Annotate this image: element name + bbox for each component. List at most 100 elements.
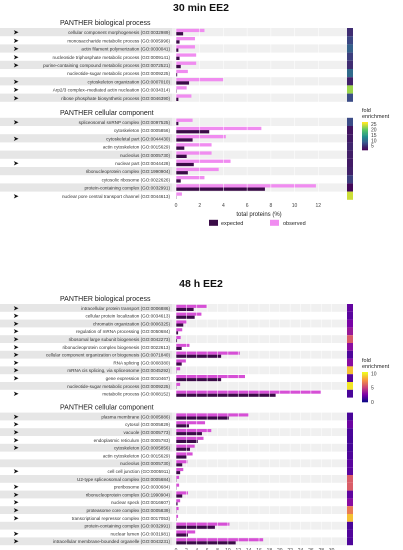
enriched-arrow-icon: ➤ bbox=[13, 161, 19, 168]
x-tick-label: 14 bbox=[246, 548, 252, 550]
enriched-arrow-icon: ➤ bbox=[13, 492, 19, 499]
fold-enrichment-cell bbox=[347, 319, 353, 328]
bar-expected bbox=[176, 494, 183, 498]
bar-observed bbox=[176, 143, 212, 147]
category-label: Arp2/3 complex–mediated actin nucleation… bbox=[53, 88, 171, 93]
bar-observed bbox=[176, 491, 188, 495]
bar-observed bbox=[176, 304, 207, 308]
row-band bbox=[172, 304, 348, 312]
bar-expected bbox=[176, 146, 185, 150]
bar-observed bbox=[176, 61, 197, 65]
bar-expected bbox=[176, 307, 194, 311]
fold-enrichment-cell bbox=[347, 358, 353, 367]
enriched-arrow-icon: ➤ bbox=[13, 193, 19, 200]
category-label: actin cytoskeleton (GO:0015629) bbox=[103, 453, 171, 458]
row-band bbox=[0, 319, 172, 328]
category-label: gene expression (GO:0010467) bbox=[106, 376, 171, 381]
colorbar-step bbox=[362, 376, 368, 378]
row-band bbox=[172, 428, 348, 436]
fold-enrichment-cell bbox=[347, 482, 353, 491]
bar-expected bbox=[176, 97, 179, 101]
fold-enrichment-cell bbox=[347, 459, 353, 468]
x-tick-label: 6 bbox=[206, 548, 209, 550]
bar-observed bbox=[176, 320, 187, 324]
enriched-arrow-icon: ➤ bbox=[13, 63, 19, 70]
row-band bbox=[172, 167, 348, 176]
colorbar-step bbox=[362, 128, 368, 130]
bar-observed bbox=[176, 499, 181, 503]
enriched-arrow-icon: ➤ bbox=[13, 79, 19, 86]
fold-enrichment-cell bbox=[347, 311, 353, 320]
colorbar-step bbox=[362, 390, 368, 392]
bar-expected bbox=[176, 541, 236, 545]
bar-observed bbox=[176, 86, 187, 90]
row-band bbox=[0, 150, 172, 159]
bar-observed bbox=[176, 53, 197, 57]
x-tick-label: 22 bbox=[287, 548, 293, 550]
category-label: proteasome core complex (GO:0005839) bbox=[87, 508, 171, 513]
bar-observed bbox=[176, 522, 230, 526]
enriched-arrow-icon: ➤ bbox=[13, 368, 19, 375]
colorbar-tick-label: 10 bbox=[371, 138, 377, 144]
colorbar-step bbox=[362, 382, 368, 384]
x-tick-label: 10 bbox=[292, 203, 298, 209]
category-label: actin cytoskeleton (GO:0015629) bbox=[103, 145, 171, 150]
row-band bbox=[172, 150, 348, 159]
enriched-arrow-icon: ➤ bbox=[13, 360, 19, 367]
bar-expected bbox=[176, 179, 181, 183]
row-band bbox=[172, 490, 348, 499]
enriched-arrow-icon: ➤ bbox=[13, 329, 19, 336]
bar-expected bbox=[176, 378, 222, 382]
category-label: nuclear pore central transport channel (… bbox=[62, 194, 170, 199]
bar-expected bbox=[176, 533, 188, 537]
x-tick-label: 24 bbox=[298, 548, 304, 550]
enriched-arrow-icon: ➤ bbox=[13, 120, 19, 127]
category-label: ribonucleoprotein complex biogenesis (GO… bbox=[62, 345, 170, 350]
fold-enrichment-cell bbox=[347, 537, 353, 546]
x-tick-label: 0 bbox=[175, 203, 178, 209]
category-label: cellular protein localization (GO:003461… bbox=[85, 314, 170, 319]
row-band bbox=[0, 537, 172, 546]
enriched-arrow-icon: ➤ bbox=[13, 500, 19, 507]
bar-expected bbox=[176, 315, 195, 319]
row-band bbox=[172, 382, 348, 390]
bar-expected bbox=[176, 56, 180, 60]
chart-title: 30 min EE2 bbox=[173, 2, 229, 14]
category-label: nucleolus (GO:0005730) bbox=[120, 461, 171, 466]
category-label: protein-containing complex (GO:0032991) bbox=[84, 524, 170, 529]
fold-enrichment-cell bbox=[347, 60, 353, 69]
category-label: plasma membrane (GO:0005886) bbox=[101, 414, 170, 419]
fold-enrichment-cell bbox=[347, 451, 353, 460]
bar-observed bbox=[176, 351, 240, 355]
enriched-arrow-icon: ➤ bbox=[13, 515, 19, 522]
enriched-arrow-icon: ➤ bbox=[13, 508, 19, 515]
bar-expected bbox=[176, 447, 191, 451]
enriched-arrow-icon: ➤ bbox=[13, 95, 19, 102]
x-tick-label: 2 bbox=[198, 203, 201, 209]
colorbar-step bbox=[362, 140, 368, 142]
enriched-arrow-icon: ➤ bbox=[13, 321, 19, 328]
row-band bbox=[172, 459, 348, 468]
enriched-arrow-icon: ➤ bbox=[13, 391, 19, 398]
enriched-arrow-icon: ➤ bbox=[13, 430, 19, 437]
bar-observed bbox=[176, 452, 193, 456]
group-title: PANTHER cellular component bbox=[60, 110, 154, 117]
colorbar-title: fold enrichment bbox=[362, 108, 390, 120]
colorbar-step bbox=[362, 134, 368, 136]
enriched-arrow-icon: ➤ bbox=[13, 344, 19, 351]
bar-expected bbox=[176, 432, 202, 436]
colorbar-step bbox=[362, 144, 368, 146]
colorbar-step bbox=[362, 124, 368, 127]
bar-expected bbox=[176, 64, 181, 69]
bar-expected bbox=[176, 463, 183, 467]
x-tick-label: 6 bbox=[246, 203, 249, 209]
fold-enrichment-cell bbox=[347, 134, 353, 143]
row-band bbox=[172, 412, 348, 421]
row-band bbox=[172, 28, 348, 37]
category-label: ribonucleoprotein complex (GO:1990904) bbox=[86, 492, 171, 497]
colorbar-step bbox=[362, 132, 368, 134]
enriched-arrow-icon: ➤ bbox=[13, 46, 19, 53]
row-band bbox=[172, 77, 348, 86]
legend-swatch-expected bbox=[209, 219, 218, 226]
colorbar-step bbox=[362, 400, 368, 402]
